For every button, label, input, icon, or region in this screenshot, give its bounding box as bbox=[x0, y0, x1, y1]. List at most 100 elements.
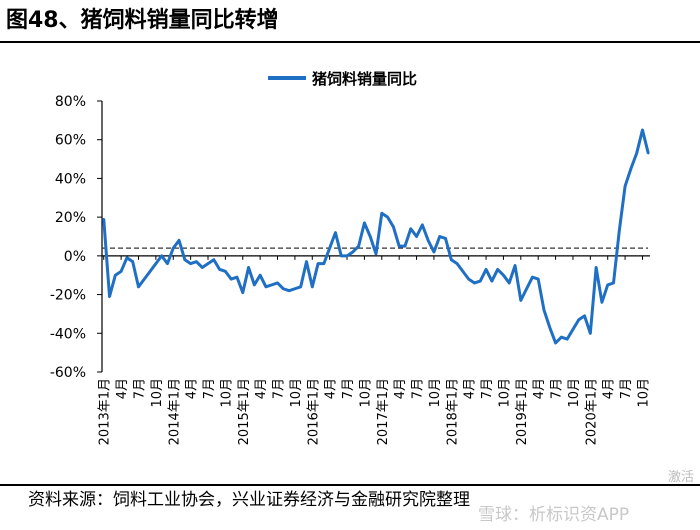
data-point bbox=[108, 295, 111, 298]
x-tick-label: 7月 bbox=[550, 378, 565, 399]
data-point bbox=[502, 274, 505, 277]
data-point bbox=[114, 274, 117, 277]
data-point bbox=[496, 268, 499, 271]
data-point bbox=[264, 285, 268, 289]
y-tick-label: 40% bbox=[55, 171, 86, 187]
data-point bbox=[618, 229, 621, 232]
x-tick-label: 4月 bbox=[324, 378, 339, 399]
data-point bbox=[421, 223, 424, 227]
data-point bbox=[432, 250, 436, 254]
data-point bbox=[125, 256, 129, 259]
x-tick-label: 4月 bbox=[254, 378, 269, 399]
data-point bbox=[201, 266, 204, 269]
x-tick-label: 2015年1月 bbox=[237, 378, 252, 445]
data-point bbox=[143, 277, 146, 281]
x-tick-label: 2016年1月 bbox=[306, 378, 321, 445]
x-tick-label: 4月 bbox=[115, 378, 130, 399]
x-tick-label: 4月 bbox=[463, 378, 478, 399]
data-point bbox=[415, 235, 418, 238]
x-tick-label: 10月 bbox=[219, 378, 234, 408]
data-point bbox=[282, 287, 285, 290]
data-point bbox=[299, 285, 302, 289]
data-point bbox=[160, 254, 163, 258]
x-tick-label: 7月 bbox=[411, 378, 426, 399]
data-point bbox=[258, 274, 262, 277]
y-tick-label: -60% bbox=[50, 365, 86, 381]
data-point bbox=[600, 301, 604, 304]
data-point bbox=[392, 225, 395, 229]
x-tick-label: 7月 bbox=[341, 378, 356, 399]
data-point bbox=[606, 283, 609, 287]
data-point bbox=[479, 279, 482, 283]
data-point bbox=[253, 283, 256, 287]
data-point bbox=[270, 283, 273, 287]
data-point bbox=[594, 266, 598, 269]
x-tick-label: 10月 bbox=[567, 378, 582, 408]
data-point bbox=[154, 262, 158, 265]
watermark: 雪球：析标识资APP bbox=[478, 505, 630, 525]
data-point bbox=[235, 275, 239, 279]
data-point bbox=[131, 260, 134, 263]
data-point bbox=[571, 328, 575, 331]
source-note: 资料来源：饲料工业协会，兴业证券经济与金融研究院整理 bbox=[28, 490, 470, 510]
x-tick-label: 2019年1月 bbox=[515, 378, 530, 445]
bottom-rule bbox=[0, 484, 700, 486]
x-tick-label: 10月 bbox=[497, 378, 512, 408]
data-point bbox=[357, 244, 360, 248]
data-point bbox=[287, 289, 291, 292]
y-tick-label: -20% bbox=[50, 288, 86, 304]
data-point bbox=[316, 262, 320, 265]
x-tick-label: 7月 bbox=[480, 378, 495, 399]
data-point bbox=[148, 270, 152, 273]
data-point bbox=[340, 254, 343, 258]
data-point bbox=[560, 335, 563, 339]
top-rule bbox=[0, 41, 700, 43]
data-point bbox=[195, 260, 198, 263]
data-point bbox=[386, 215, 389, 219]
data-point bbox=[612, 281, 615, 285]
x-tick-label: 4月 bbox=[602, 378, 617, 399]
data-point bbox=[345, 254, 349, 258]
x-tick-label: 4月 bbox=[532, 378, 547, 399]
data-point bbox=[363, 221, 366, 225]
x-tick-label: 4月 bbox=[393, 378, 408, 399]
x-tick-label: 4月 bbox=[185, 378, 200, 399]
data-point bbox=[172, 246, 175, 250]
data-point bbox=[519, 299, 523, 302]
series-line bbox=[102, 128, 650, 345]
data-point bbox=[467, 277, 470, 281]
data-point bbox=[247, 266, 250, 269]
data-point bbox=[183, 258, 187, 261]
data-point bbox=[189, 262, 192, 265]
data-point bbox=[565, 337, 569, 341]
data-point bbox=[276, 281, 279, 285]
y-tick-label: 20% bbox=[55, 210, 86, 226]
data-point bbox=[119, 270, 123, 273]
x-tick-label: 10月 bbox=[636, 378, 651, 408]
legend-label: 猪饲料销量同比 bbox=[311, 70, 417, 88]
data-point bbox=[542, 308, 546, 312]
data-point bbox=[102, 217, 105, 221]
data-point bbox=[305, 260, 308, 263]
data-point bbox=[548, 326, 551, 329]
x-tick-label: 7月 bbox=[132, 378, 147, 399]
data-point bbox=[397, 244, 401, 248]
data-point bbox=[513, 264, 517, 267]
data-point bbox=[461, 270, 465, 273]
data-point bbox=[177, 239, 181, 242]
x-tick-label: 7月 bbox=[619, 378, 634, 399]
corner-watermark: 激活 bbox=[668, 470, 695, 485]
data-point bbox=[166, 262, 169, 265]
x-tick-label: 7月 bbox=[272, 378, 287, 399]
data-point bbox=[426, 239, 430, 242]
data-point bbox=[473, 281, 476, 285]
data-point bbox=[583, 314, 586, 318]
x-tick-label: 2017年1月 bbox=[376, 378, 391, 445]
x-axis: 2013年1月 4月 7月 10月 2014年1月 4月 7月 10月 2015年1月 4月 7月 1… bbox=[98, 255, 651, 445]
y-tick-label: 60% bbox=[55, 133, 86, 149]
data-point bbox=[229, 277, 233, 281]
data-point bbox=[647, 152, 650, 155]
data-point bbox=[508, 281, 511, 285]
data-point bbox=[635, 152, 638, 155]
data-point bbox=[380, 212, 383, 215]
